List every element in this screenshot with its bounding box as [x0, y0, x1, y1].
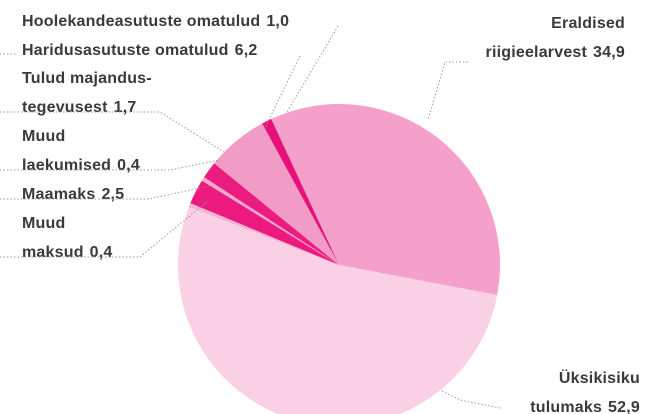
slice-label: Muud maksud [22, 215, 84, 261]
value-label: 1,7 [114, 99, 137, 116]
pie-slice [188, 203, 339, 265]
leader-line [427, 61, 468, 121]
leader-line [0, 159, 220, 171]
slice-label: Eraldised riigieelarvest [486, 15, 625, 61]
slice-label: Üksikisiku tulumaks [530, 368, 640, 414]
pie-slice [262, 118, 339, 265]
pie-slice [190, 180, 339, 265]
leader-line [0, 111, 225, 153]
leader-line [0, 185, 211, 200]
slice-label: Haridusasutuste omatulud [22, 42, 229, 59]
value-label: 0,4 [90, 244, 113, 261]
value-label: 6,2 [235, 42, 258, 59]
value-label: 34,9 [593, 44, 625, 61]
pie-slice [214, 123, 339, 266]
slice-label: Hoolekandeasutuste omatulud [22, 13, 260, 30]
slice-label: Maamaks [22, 186, 95, 203]
leader-line [0, 200, 209, 258]
pie-slice [204, 163, 339, 265]
value-label: 52,9 [608, 399, 640, 414]
leader-line [264, 55, 301, 129]
slice-label: Muud laekumised [22, 128, 111, 174]
pie-slice [178, 206, 498, 414]
pie-slice [271, 104, 500, 296]
leader-line [439, 389, 501, 409]
value-label: 1,0 [266, 13, 289, 30]
value-label: 2,5 [101, 186, 124, 203]
pie-slice [201, 177, 339, 265]
value-label: 0,4 [117, 157, 140, 174]
leader-line [286, 25, 339, 113]
